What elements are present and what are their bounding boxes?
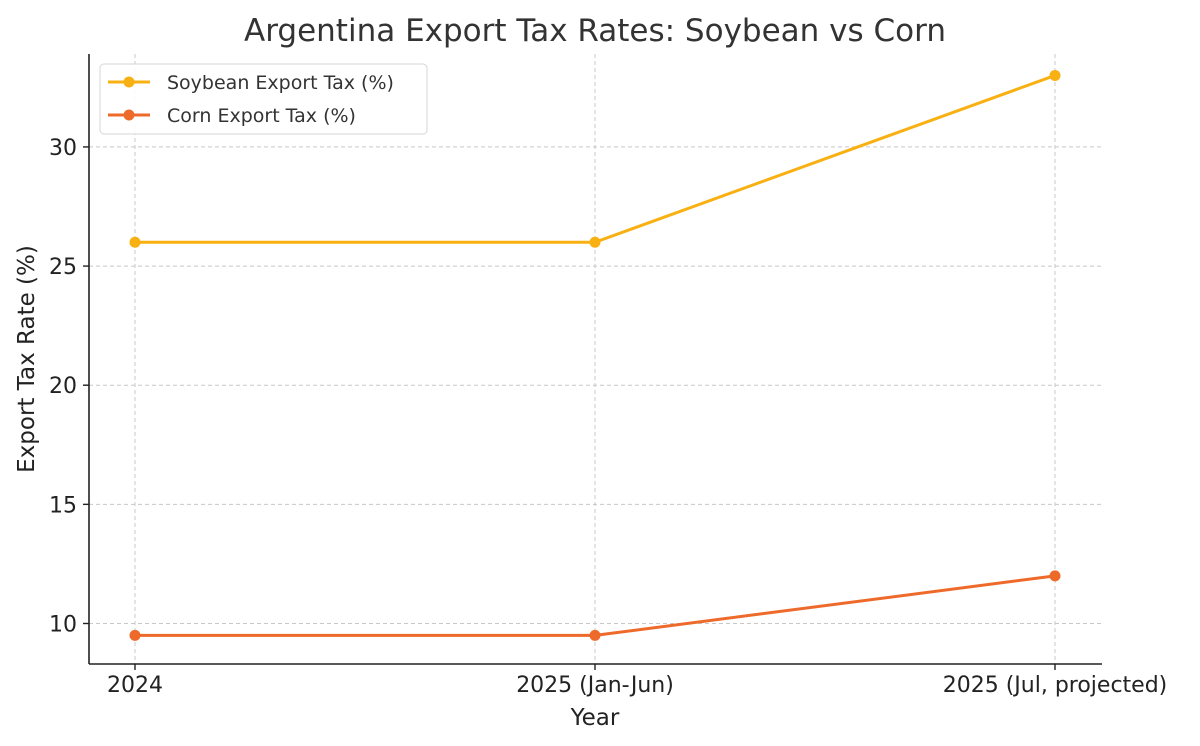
legend-label: Corn Export Tax (%) — [167, 105, 356, 127]
grid — [89, 54, 1102, 664]
data-point — [129, 629, 141, 641]
y-tick-label: 10 — [49, 612, 77, 637]
legend-item: Corn Export Tax (%) — [108, 105, 356, 127]
legend-marker — [123, 109, 135, 121]
series-line — [135, 574, 1056, 637]
y-ticks: 10 15 20 25 30 — [49, 136, 89, 637]
y-axis-label: Export Tax Rate (%) — [14, 245, 40, 473]
y-tick-label: 25 — [49, 255, 77, 280]
chart-title: Argentina Export Tax Rates: Soybean vs C… — [244, 13, 946, 49]
y-tick-label: 20 — [49, 374, 77, 399]
series-soybean — [129, 69, 1061, 248]
series-group — [129, 69, 1061, 641]
x-tick-label: 2025 (Jan-Jun) — [516, 673, 674, 698]
legend-item: Soybean Export Tax (%) — [108, 72, 394, 94]
data-point — [1049, 69, 1061, 81]
x-tick-label: 2025 (Jul, projected) — [943, 673, 1168, 698]
x-ticks: 2024 2025 (Jan-Jun) 2025 (Jul, projected) — [107, 664, 1167, 698]
y-tick-label: 15 — [49, 493, 77, 518]
series-corn — [129, 570, 1061, 641]
data-point — [1049, 570, 1061, 582]
x-axis-label: Year — [570, 705, 620, 731]
y-tick-label: 30 — [49, 136, 77, 161]
x-tick-label: 2024 — [107, 673, 163, 698]
legend-marker — [123, 76, 135, 88]
legend-label: Soybean Export Tax (%) — [167, 72, 394, 94]
legend: Soybean Export Tax (%) Corn Export Tax (%… — [99, 63, 428, 135]
data-point — [589, 629, 601, 641]
data-point — [129, 236, 141, 248]
legend-box — [99, 63, 428, 135]
data-point — [589, 236, 601, 248]
